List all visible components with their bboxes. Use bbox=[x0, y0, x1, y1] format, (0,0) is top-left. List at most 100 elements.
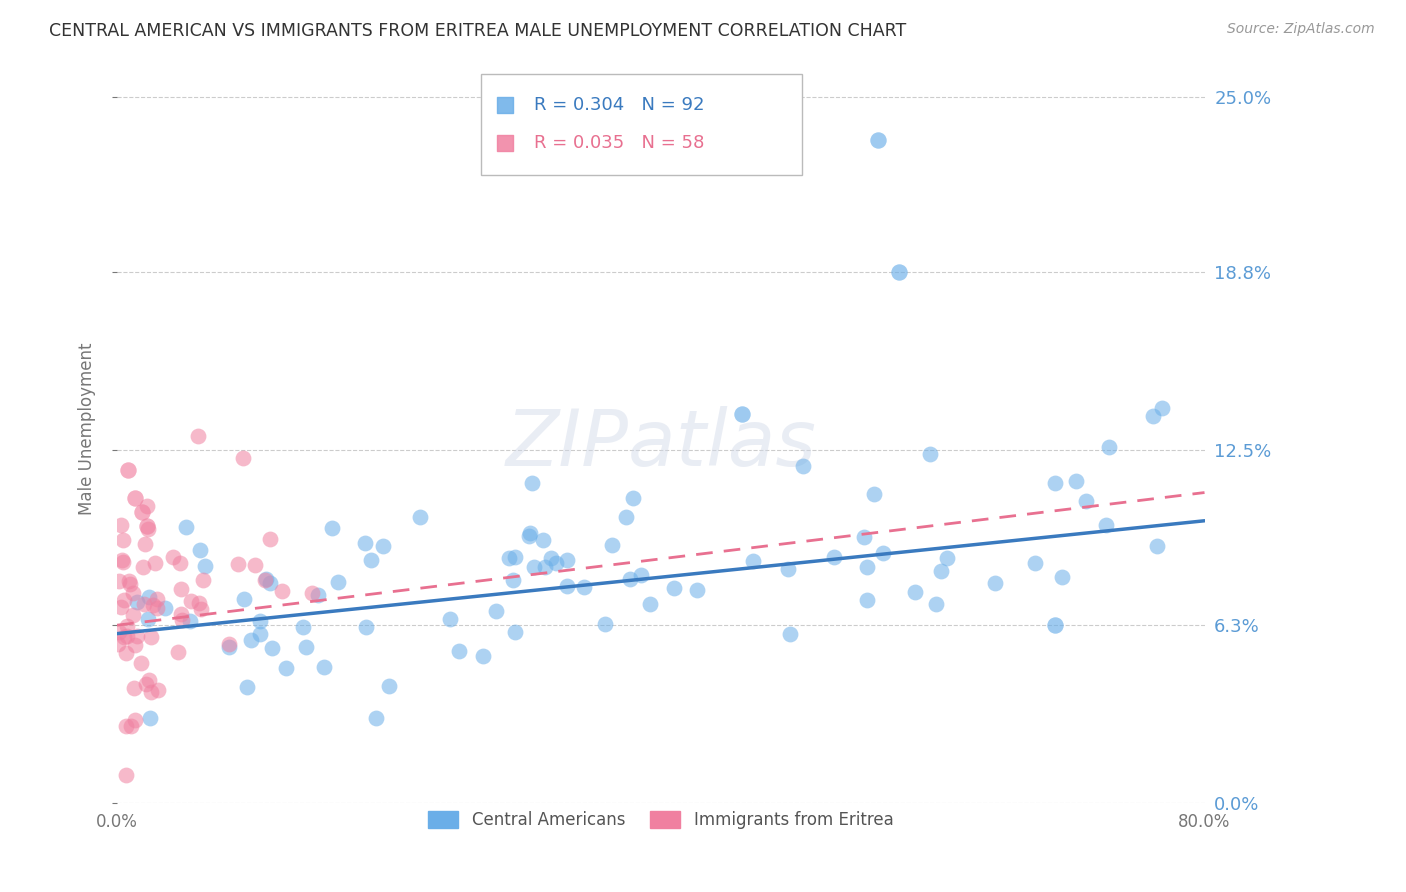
Point bbox=[134, 536, 156, 550]
Point bbox=[117, 463, 139, 477]
Text: R = 0.035   N = 58: R = 0.035 N = 58 bbox=[534, 135, 704, 153]
Point bbox=[139, 631, 162, 645]
Point bbox=[131, 505, 153, 519]
Point bbox=[108, 574, 131, 589]
Point bbox=[262, 640, 284, 655]
Point bbox=[630, 567, 652, 582]
Point bbox=[505, 550, 527, 565]
Point bbox=[191, 573, 214, 587]
Point bbox=[503, 624, 526, 639]
Text: CENTRAL AMERICAN VS IMMIGRANTS FROM ERITREA MALE UNEMPLOYMENT CORRELATION CHART: CENTRAL AMERICAN VS IMMIGRANTS FROM ERIT… bbox=[49, 22, 907, 40]
Point bbox=[887, 265, 910, 279]
Point bbox=[531, 533, 554, 547]
Point bbox=[572, 580, 595, 594]
Point bbox=[779, 627, 801, 641]
Point bbox=[1150, 401, 1173, 415]
Point bbox=[153, 601, 176, 615]
Point bbox=[112, 630, 135, 644]
Point bbox=[111, 555, 134, 569]
Point bbox=[792, 459, 814, 474]
Point bbox=[295, 640, 318, 654]
Point bbox=[135, 499, 157, 513]
Point bbox=[112, 533, 135, 547]
Point bbox=[364, 711, 387, 725]
Point bbox=[540, 551, 562, 566]
Point bbox=[124, 491, 146, 506]
Point bbox=[1074, 494, 1097, 508]
Point bbox=[292, 620, 315, 634]
Point bbox=[301, 586, 323, 600]
Point bbox=[131, 656, 153, 670]
Point bbox=[935, 551, 957, 566]
Point bbox=[170, 607, 193, 621]
Point bbox=[852, 530, 875, 544]
Point bbox=[187, 429, 209, 443]
Point bbox=[321, 521, 343, 535]
Point bbox=[146, 601, 169, 615]
Point bbox=[139, 685, 162, 699]
Point bbox=[274, 661, 297, 675]
Point bbox=[218, 640, 240, 654]
Point bbox=[117, 629, 139, 643]
Y-axis label: Male Unemployment: Male Unemployment bbox=[79, 343, 96, 516]
Point bbox=[167, 645, 190, 659]
Point bbox=[983, 576, 1005, 591]
Point bbox=[243, 558, 266, 573]
Point bbox=[823, 549, 845, 564]
Point bbox=[107, 625, 129, 640]
Point bbox=[360, 553, 382, 567]
Point bbox=[1142, 409, 1164, 424]
Point bbox=[1066, 474, 1088, 488]
Point bbox=[138, 591, 160, 605]
FancyBboxPatch shape bbox=[481, 74, 803, 175]
Point bbox=[439, 612, 461, 626]
Point bbox=[731, 407, 754, 421]
Point bbox=[232, 451, 254, 466]
Point bbox=[112, 592, 135, 607]
Point bbox=[124, 681, 146, 695]
Point bbox=[139, 711, 162, 725]
Point bbox=[534, 560, 557, 574]
Point bbox=[544, 556, 567, 570]
Point bbox=[188, 596, 211, 610]
Point bbox=[174, 520, 197, 534]
Point bbox=[555, 579, 578, 593]
Point bbox=[111, 553, 134, 567]
Point bbox=[872, 546, 894, 560]
Point bbox=[354, 620, 377, 634]
Point bbox=[132, 560, 155, 574]
Point bbox=[124, 638, 146, 652]
Point bbox=[328, 574, 350, 589]
Point bbox=[863, 487, 886, 501]
Point bbox=[307, 588, 329, 602]
Point bbox=[190, 601, 212, 615]
Point bbox=[122, 585, 145, 599]
Point bbox=[136, 522, 159, 536]
Point bbox=[1095, 518, 1118, 533]
Point bbox=[240, 632, 263, 647]
Point bbox=[741, 554, 763, 568]
Point bbox=[120, 719, 142, 733]
Point bbox=[188, 543, 211, 558]
Point bbox=[115, 719, 138, 733]
Point bbox=[179, 614, 201, 628]
Point bbox=[929, 564, 952, 578]
Point bbox=[485, 605, 508, 619]
Point bbox=[118, 574, 141, 589]
Point bbox=[162, 549, 184, 564]
Text: R = 0.304   N = 92: R = 0.304 N = 92 bbox=[534, 96, 704, 114]
Point bbox=[114, 646, 136, 660]
Point bbox=[254, 572, 277, 586]
Point bbox=[868, 133, 890, 147]
Point bbox=[127, 629, 149, 643]
Point bbox=[471, 648, 494, 663]
Point bbox=[194, 558, 217, 573]
Point bbox=[138, 673, 160, 688]
Point bbox=[1043, 475, 1066, 490]
Point bbox=[619, 572, 641, 586]
Point bbox=[110, 518, 132, 533]
Point bbox=[409, 509, 432, 524]
Point bbox=[134, 597, 156, 611]
Point bbox=[135, 677, 157, 691]
Point bbox=[142, 599, 165, 613]
